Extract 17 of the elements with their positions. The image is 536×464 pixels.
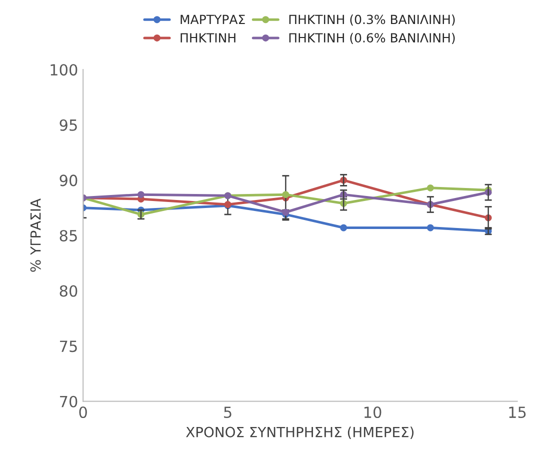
legend-label: ΠΗΚΤΙΝΗ (0.6% ΒΑΝΙΛΙΝΗ) bbox=[289, 32, 455, 44]
y-tick-label: 95 bbox=[60, 119, 77, 131]
legend-label: ΜΑΡΤΥΡΑΣ bbox=[180, 14, 245, 24]
x-tick-label: 10 bbox=[364, 406, 382, 418]
x-tick-label: 0 bbox=[79, 406, 87, 418]
y-tick-label: 90 bbox=[60, 174, 78, 186]
y-tick-label: 100 bbox=[50, 64, 78, 76]
y-tick-label: 80 bbox=[60, 285, 78, 297]
x-tick-label: 5 bbox=[224, 406, 232, 418]
y-axis-title: % ΥΓΡΑΣΙΑ bbox=[30, 198, 41, 272]
y-tick-label: 75 bbox=[60, 340, 77, 352]
legend-label: ΠΗΚΤΙΝΗ (0.3% ΒΑΝΙΛΙΝΗ) bbox=[289, 14, 455, 26]
y-tick-label: 85 bbox=[60, 230, 77, 242]
x-tick-label: 15 bbox=[509, 406, 526, 418]
legend-label: ΠΗΚΤΙΝΗ bbox=[180, 33, 236, 42]
x-axis-title: ΧΡΟΝΟΣ ΣΥΝΤΗΡΗΣΗΣ (ΗΜΕΡΕΣ) bbox=[186, 426, 414, 439]
y-tick-label: 70 bbox=[60, 396, 78, 408]
